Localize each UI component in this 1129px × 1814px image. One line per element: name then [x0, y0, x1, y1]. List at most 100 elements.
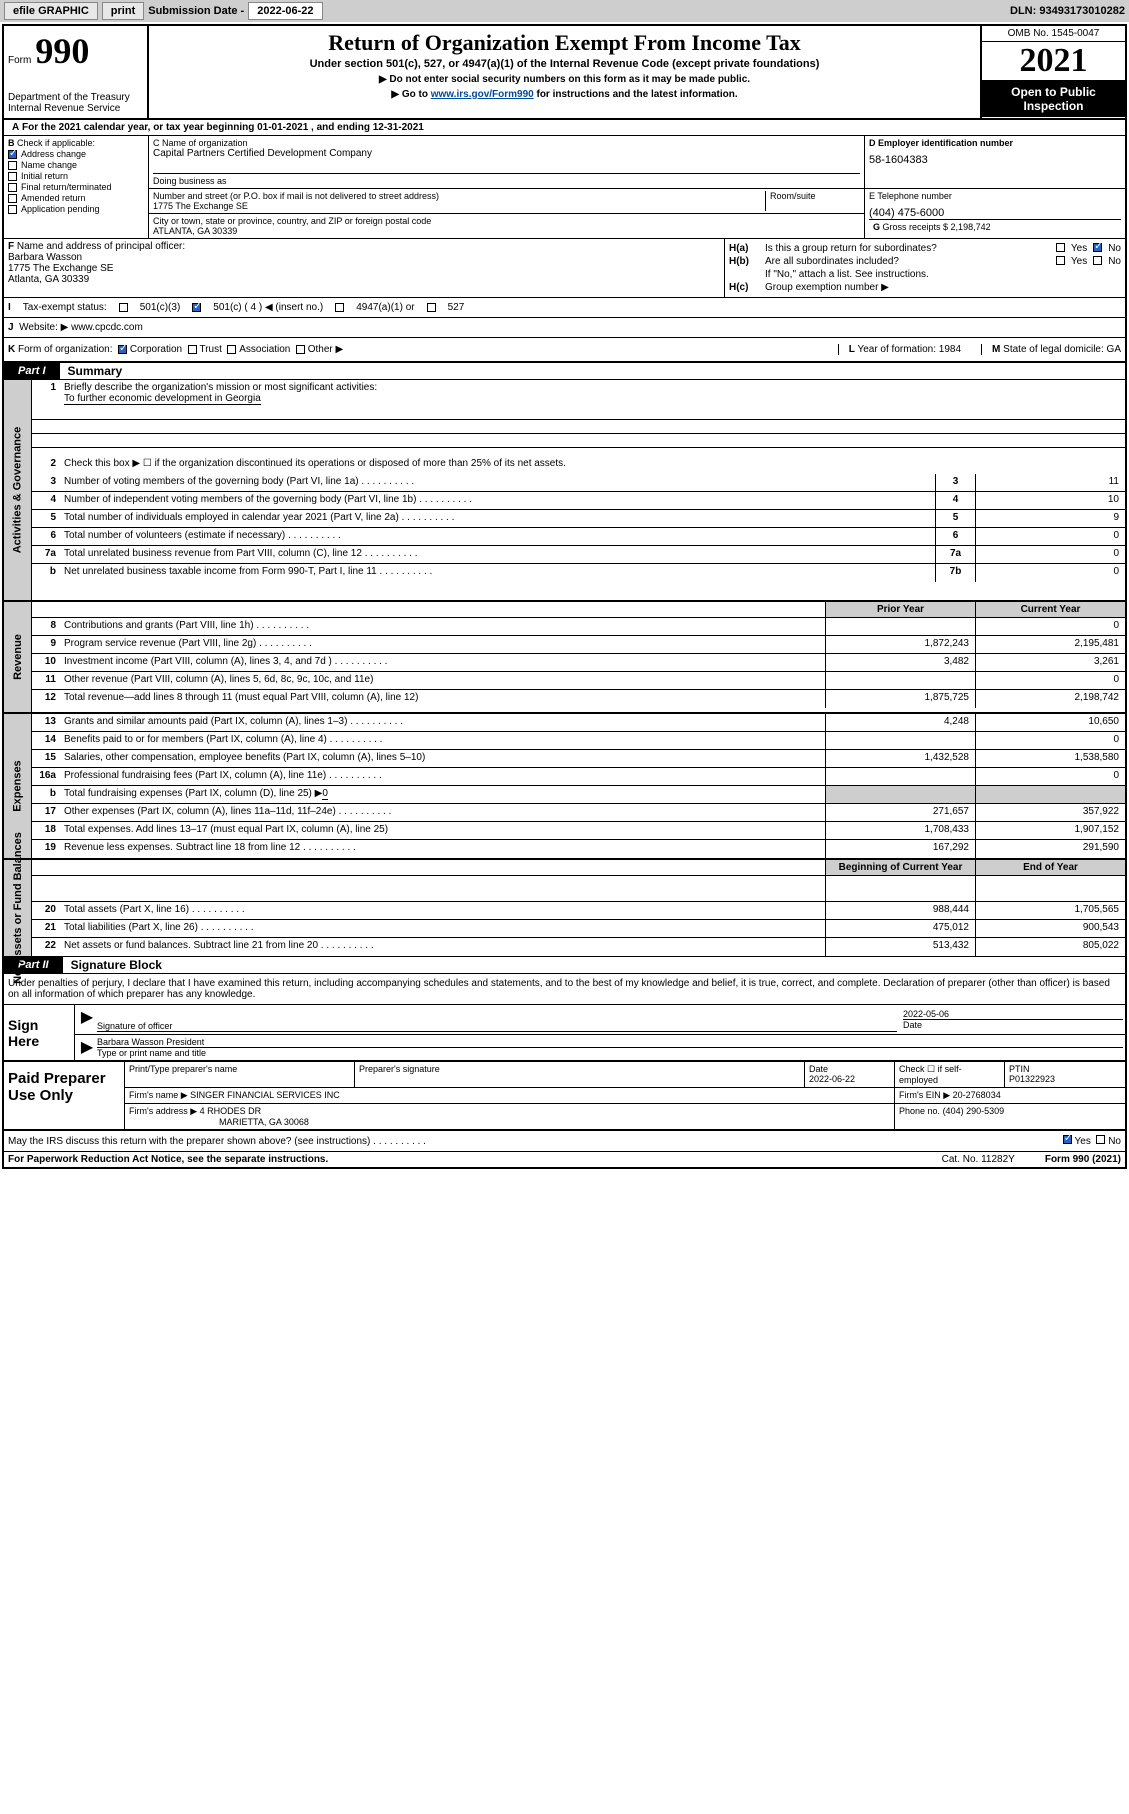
val-20b: 988,444: [825, 902, 975, 919]
netassets-section: Net Assets or Fund Balances Beginning of…: [4, 860, 1125, 957]
row-k: K Form of organization: Corporation Trus…: [4, 338, 1125, 363]
ein-label: D Employer identification number: [869, 138, 1121, 148]
phone-value: (404) 475-6000: [869, 207, 1121, 219]
val-22e: 805,022: [975, 938, 1125, 956]
checkbox-other[interactable]: [296, 345, 305, 354]
self-employed: Check ☐ if self-employed: [895, 1062, 1005, 1087]
submission-label: Submission Date -: [148, 5, 244, 17]
sig-date: 2022-05-06: [903, 1009, 1123, 1019]
checkbox-app-pending[interactable]: [8, 205, 17, 214]
val-21b: 475,012: [825, 920, 975, 937]
val-14c: 0: [975, 732, 1125, 749]
val-13p: 4,248: [825, 714, 975, 731]
checkbox-amended[interactable]: [8, 194, 17, 203]
val-18c: 1,907,152: [975, 822, 1125, 839]
val-22b: 513,432: [825, 938, 975, 956]
ein-value: 58-1604383: [869, 154, 1121, 166]
val-11c: 0: [975, 672, 1125, 689]
omb-number: OMB No. 1545-0047: [982, 26, 1125, 42]
val-12c: 2,198,742: [975, 690, 1125, 708]
tax-year-text: For the 2021 calendar year, or tax year …: [22, 122, 424, 133]
val-6: 0: [975, 528, 1125, 545]
submission-date: 2022-06-22: [248, 2, 322, 20]
checkbox-assoc[interactable]: [227, 345, 236, 354]
room-label: Room/suite: [765, 191, 860, 211]
col-f: F Name and address of principal officer:…: [4, 239, 725, 297]
phone-label: E Telephone number: [869, 191, 1121, 201]
val-15c: 1,538,580: [975, 750, 1125, 767]
part1-header: Part I Summary: [4, 363, 1125, 380]
discuss-row: May the IRS discuss this return with the…: [4, 1131, 1125, 1152]
dba-label: Doing business as: [153, 173, 860, 186]
checkbox-501c3[interactable]: [119, 303, 128, 312]
val-10p: 3,482: [825, 654, 975, 671]
checkbox-hb-yes[interactable]: [1056, 256, 1065, 265]
signature-intro: Under penalties of perjury, I declare th…: [4, 974, 1125, 1005]
governance-section: Activities & Governance 1Briefly describ…: [4, 380, 1125, 602]
checkbox-corp[interactable]: [118, 345, 127, 354]
firm-phone: (404) 290-5309: [943, 1106, 1005, 1116]
val-10c: 3,261: [975, 654, 1125, 671]
arrow-icon: ▶: [77, 1037, 97, 1058]
val-17p: 271,657: [825, 804, 975, 821]
val-17c: 357,922: [975, 804, 1125, 821]
checkbox-ha-yes[interactable]: [1056, 243, 1065, 252]
block-bc: B Check if applicable: Address change Na…: [4, 136, 1125, 239]
prep-date: 2022-06-22: [809, 1074, 855, 1084]
val-5: 9: [975, 510, 1125, 527]
tax-year: 2021: [982, 42, 1125, 81]
row-i: I Tax-exempt status: 501(c)(3) 501(c) ( …: [4, 298, 1125, 318]
irs-label: Internal Revenue Service: [8, 103, 143, 114]
org-name: Capital Partners Certified Development C…: [153, 148, 860, 159]
val-9c: 2,195,481: [975, 636, 1125, 653]
block-fh: F Name and address of principal officer:…: [4, 239, 1125, 298]
checkbox-discuss-no[interactable]: [1096, 1135, 1105, 1144]
val-3: 11: [975, 474, 1125, 491]
irs-link[interactable]: www.irs.gov/Form990: [431, 89, 534, 100]
print-button[interactable]: print: [102, 2, 144, 20]
checkbox-4947[interactable]: [335, 303, 344, 312]
val-11p: [825, 672, 975, 689]
val-14p: [825, 732, 975, 749]
checkbox-name-change[interactable]: [8, 161, 17, 170]
open-public-badge: Open to Public Inspection: [982, 81, 1125, 117]
col-c: C Name of organization Capital Partners …: [149, 136, 1125, 238]
sign-here-label: Sign Here: [4, 1005, 74, 1060]
sign-here-block: Sign Here ▶ Signature of officer 2022-05…: [4, 1005, 1125, 1062]
checkbox-501c[interactable]: [192, 303, 201, 312]
form-word: Form: [8, 55, 31, 66]
checkbox-527[interactable]: [427, 303, 436, 312]
checkbox-trust[interactable]: [188, 345, 197, 354]
form-ref: Form 990 (2021): [1045, 1154, 1121, 1165]
val-19c: 291,590: [975, 840, 1125, 858]
val-9p: 1,872,243: [825, 636, 975, 653]
val-21e: 900,543: [975, 920, 1125, 937]
ssn-note: ▶ Do not enter social security numbers o…: [157, 74, 972, 85]
checkbox-initial[interactable]: [8, 172, 17, 181]
form-header: Form 990 Department of the Treasury Inte…: [4, 26, 1125, 120]
checkbox-discuss-yes[interactable]: [1063, 1135, 1072, 1144]
checkbox-ha-no[interactable]: [1093, 243, 1102, 252]
checkbox-final[interactable]: [8, 183, 17, 192]
year-formation: Year of formation: 1984: [857, 344, 961, 355]
city-label: City or town, state or province, country…: [153, 216, 860, 226]
form-title: Return of Organization Exempt From Incom…: [157, 30, 972, 56]
val-8c: 0: [975, 618, 1125, 635]
hb-note: If "No," attach a list. See instructions…: [729, 269, 1121, 280]
expenses-section: Expenses 13Grants and similar amounts pa…: [4, 714, 1125, 860]
form-subtitle: Under section 501(c), 527, or 4947(a)(1)…: [157, 58, 972, 70]
checkbox-addr-change[interactable]: [8, 150, 17, 159]
checkbox-hb-no[interactable]: [1093, 256, 1102, 265]
officer-name: Barbara Wasson: [8, 252, 82, 263]
org-name-label: C Name of organization: [153, 138, 860, 148]
paperwork-notice: For Paperwork Reduction Act Notice, see …: [8, 1154, 328, 1165]
officer-addr1: 1775 The Exchange SE: [8, 263, 113, 274]
goto-note: ▶ Go to www.irs.gov/Form990 for instruct…: [157, 89, 972, 100]
header-right: OMB No. 1545-0047 2021 Open to Public In…: [980, 26, 1125, 118]
part2-header: Part II Signature Block: [4, 957, 1125, 974]
efile-button[interactable]: efile GRAPHIC: [4, 2, 98, 20]
street-label: Number and street (or P.O. box if mail i…: [153, 191, 765, 201]
val-19p: 167,292: [825, 840, 975, 858]
val-15p: 1,432,528: [825, 750, 975, 767]
firm-addr2: MARIETTA, GA 30068: [129, 1117, 309, 1127]
